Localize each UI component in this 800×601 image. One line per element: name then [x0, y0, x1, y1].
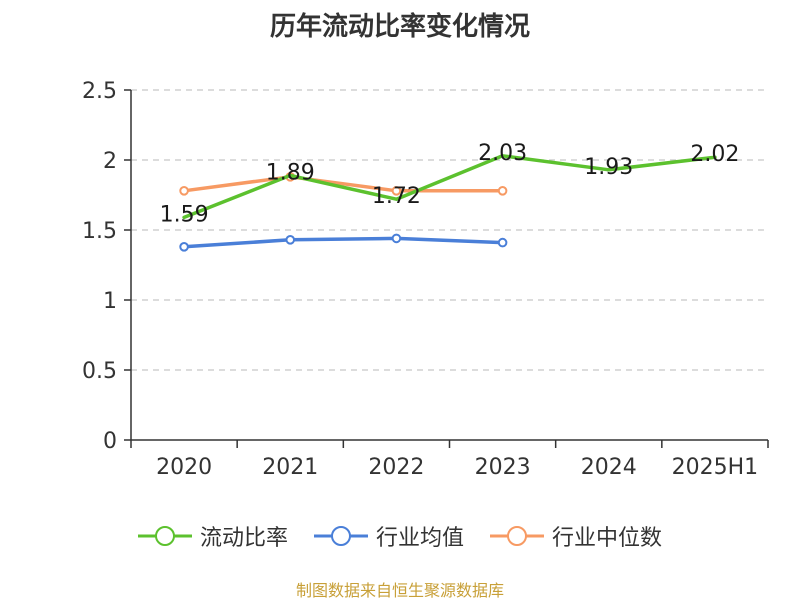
source-note: 制图数据来自恒生聚源数据库: [295, 581, 504, 600]
legend-item-current-ratio[interactable]: 流动比率: [137, 520, 288, 552]
series-line: [182, 236, 505, 249]
data-label: 2.03: [478, 141, 527, 166]
legend-marker: [154, 526, 175, 546]
data-point: [179, 242, 189, 252]
axes: 0 0.5 1 1.5 2 2.5 2020 2021 2022 2023 2024 2025H1: [82, 79, 769, 480]
chart-title: 历年流动比率变化情况: [269, 12, 530, 42]
data-point: [179, 186, 189, 196]
data-label: 1.59: [160, 202, 209, 227]
x-tick-label: 2020: [156, 455, 212, 480]
data-labels: 1.59 1.89 1.72 2.03 1.93 2.02: [160, 141, 740, 228]
data-point: [391, 186, 402, 196]
x-tick-label: 2023: [475, 455, 531, 480]
data-point: [497, 186, 508, 196]
legend: 流动比率 行业均值 行业中位数: [0, 520, 800, 552]
data-label: 1.93: [584, 155, 633, 180]
series-line: [182, 154, 717, 220]
data-label: 1.72: [372, 184, 421, 209]
y-tick-label: 1: [103, 289, 117, 314]
legend-item-industry-average[interactable]: 行业均值: [313, 520, 464, 552]
x-tick-label: 2022: [368, 455, 424, 480]
data-point: [391, 233, 402, 244]
legend-label: 行业均值: [375, 526, 464, 551]
y-tick-label: 0.5: [82, 359, 117, 384]
legend-marker: [507, 526, 527, 546]
series-line: [182, 175, 505, 193]
x-tick-label: 2024: [581, 455, 637, 480]
y-tick-label: 1.5: [82, 219, 117, 244]
y-tick-label: 2.5: [82, 79, 117, 104]
data-point: [497, 237, 508, 248]
legend-item-industry-median[interactable]: 行业中位数: [490, 520, 662, 552]
data-label: 1.89: [266, 160, 315, 185]
x-tick-label: 2025H1: [672, 455, 759, 480]
legend-label: 行业中位数: [552, 526, 663, 551]
line-chart: 0 0.5 1 1.5 2 2.5 2020 2021 2022 2023 2024 2025H1 1…: [82, 79, 769, 480]
x-tick-label: 2021: [262, 455, 318, 480]
grid-lines: [131, 89, 768, 371]
y-tick-label: 2: [103, 149, 117, 174]
data-point: [285, 235, 296, 245]
data-label: 2.02: [690, 142, 739, 167]
series-lines: [179, 154, 717, 252]
legend-swatch-icon: [137, 526, 192, 546]
legend-swatch-icon: [490, 526, 544, 546]
legend-label: 流动比率: [199, 526, 288, 551]
legend-swatch-icon: [313, 526, 368, 546]
legend-marker: [330, 526, 351, 546]
y-tick-label: 0: [103, 429, 117, 454]
